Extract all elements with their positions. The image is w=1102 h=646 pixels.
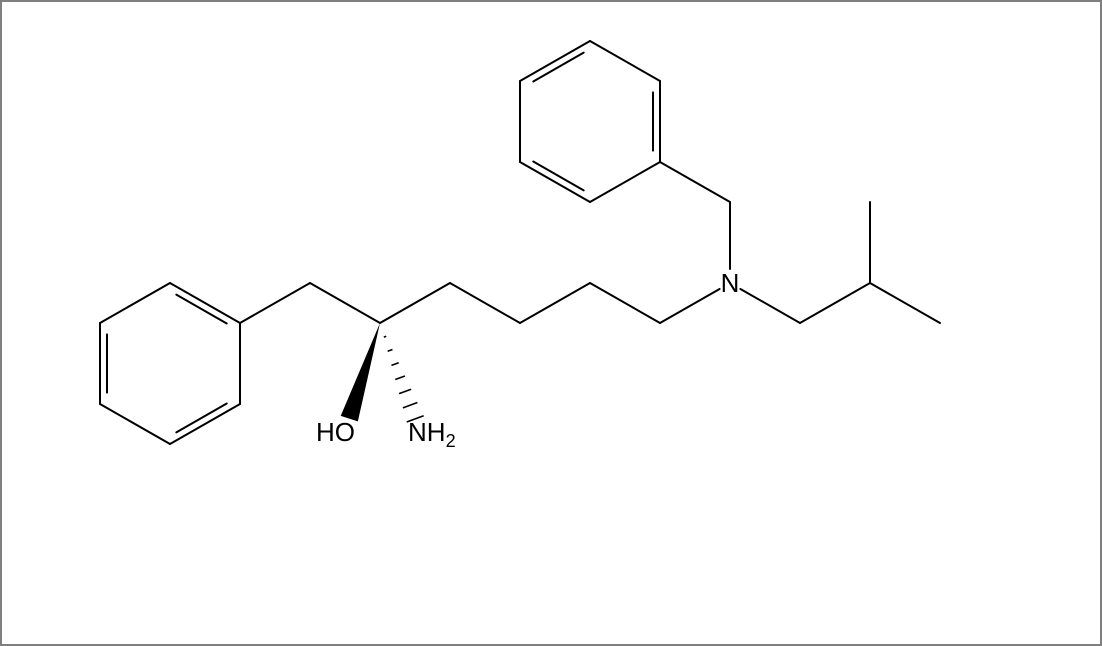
atom-label: N — [721, 268, 740, 298]
atom-label: HO — [316, 417, 355, 447]
atom-label: NH2 — [408, 417, 456, 451]
chemical-structure-diagram: HO NH2 N — [0, 0, 1102, 646]
